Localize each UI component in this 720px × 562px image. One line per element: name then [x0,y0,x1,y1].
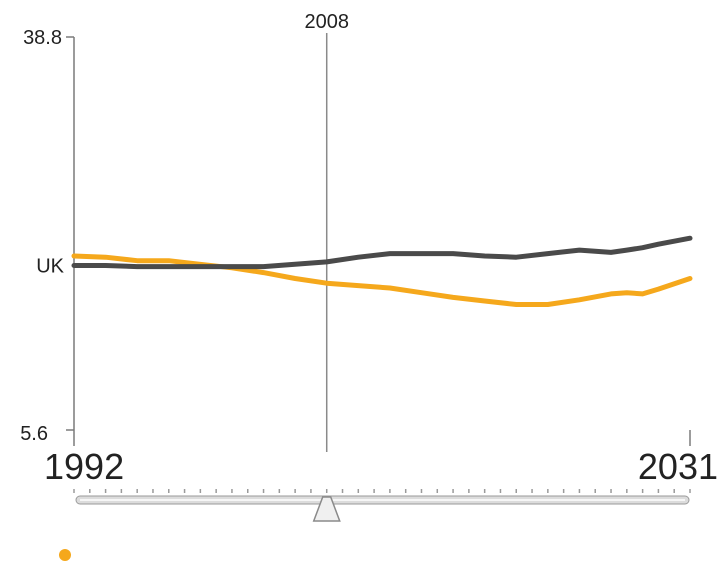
time-slider[interactable] [73,489,691,522]
y-tick-label-bottom: 5.6 [20,423,48,445]
triangle-handle-icon[interactable] [312,496,341,522]
slider-ticks [73,489,691,493]
uk-reference-label: UK [36,255,64,277]
y-tick-label-top: 38.8 [23,27,62,49]
series-line-2 [71,235,693,270]
range-start-label: 1992 [44,446,124,487]
legend-dot-icon [59,549,71,561]
year-marker-label: 2008 [304,11,349,33]
series-group [71,235,693,307]
range-end-label: 2031 [638,446,718,487]
series-line-1 [71,253,693,307]
